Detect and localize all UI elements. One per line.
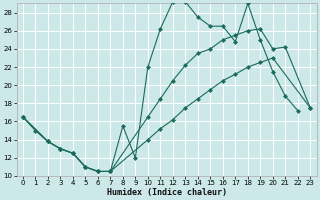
X-axis label: Humidex (Indice chaleur): Humidex (Indice chaleur) bbox=[107, 188, 227, 197]
